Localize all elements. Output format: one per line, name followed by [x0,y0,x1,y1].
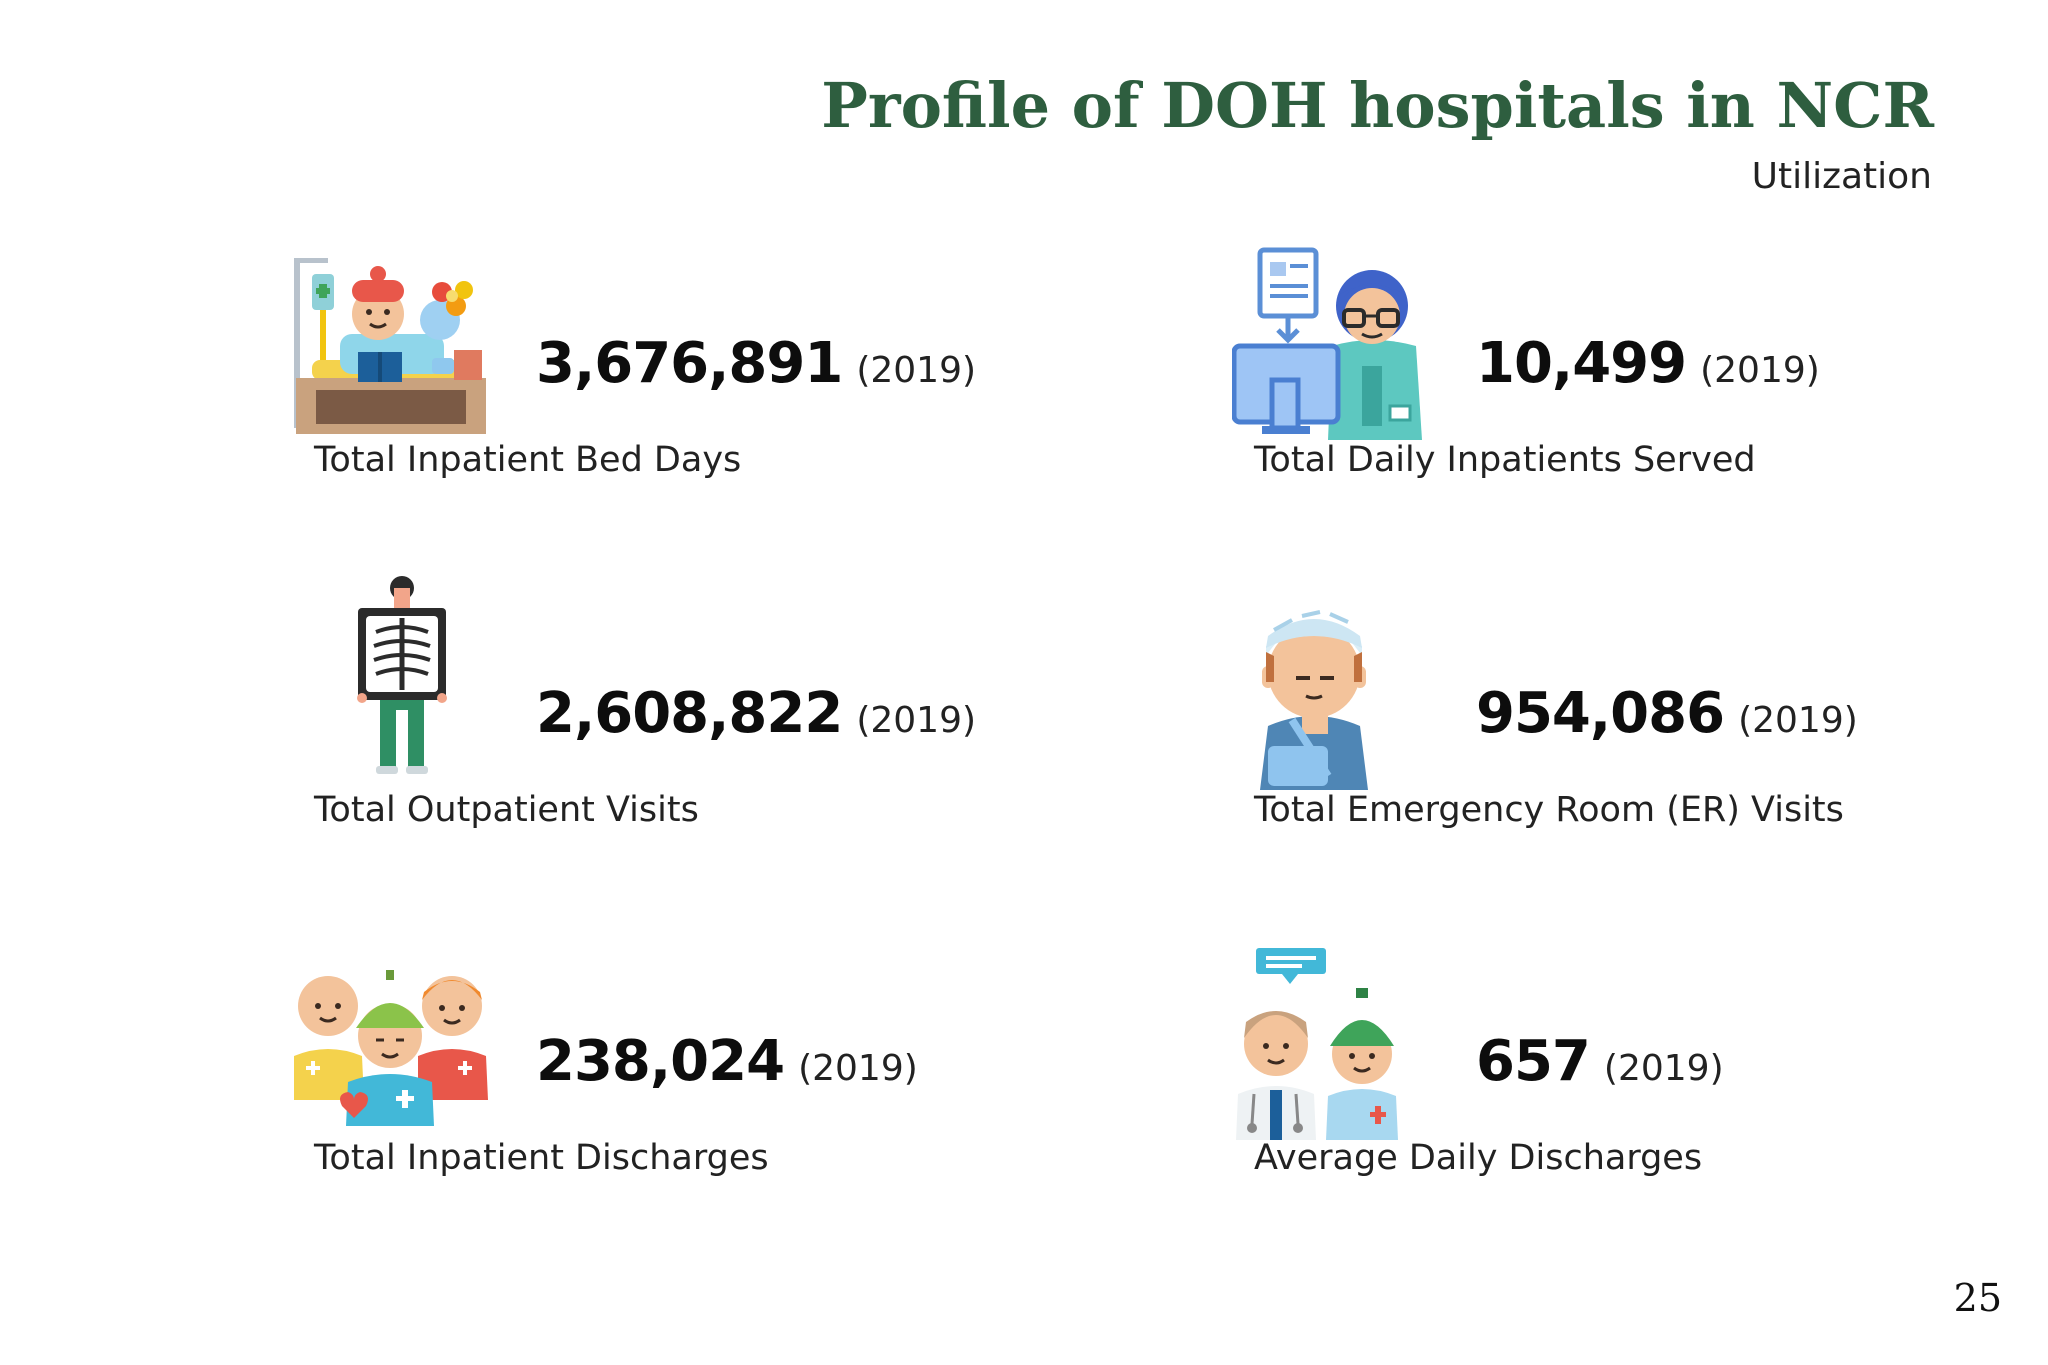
stat-value: 657 (2019) [1476,1029,1724,1094]
stat-year: (2019) [856,700,977,741]
stat-year: (2019) [1738,700,1858,741]
patient-group-icon [292,956,492,1126]
stat-value: 2,608,822 (2019) [536,681,977,746]
stat-year: (2019) [1700,350,1820,391]
stat-year: (2019) [1603,1048,1724,1089]
stat-label: Total Inpatient Discharges [314,1138,769,1178]
stat-year: (2019) [798,1048,918,1089]
stat-label: Total Daily Inpatients Served [1254,440,1756,480]
stat-value: 954,086 (2019) [1476,681,1858,746]
patient-in-bed-icon [292,250,492,440]
stat-label: Average Daily Discharges [1254,1138,1703,1178]
stat-value: 10,499 (2019) [1476,331,1820,396]
stat-value: 238,024 (2019) [536,1029,918,1094]
page-number: 25 [1953,1276,2002,1320]
x-ray-patient-icon [292,576,492,776]
nurse-at-computer-icon [1232,246,1432,440]
stat-label: Total Inpatient Bed Days [314,440,742,480]
page-subtitle: Utilization [1751,156,1932,197]
stat-year: (2019) [856,350,977,391]
doctor-and-patient-icon [1232,944,1432,1144]
page-title: Profile of DOH hospitals in NCR [821,69,1934,142]
stat-label: Total Outpatient Visits [314,790,699,830]
injured-patient-icon [1232,596,1432,790]
stat-value: 3,676,891 (2019) [536,331,977,396]
stat-label: Total Emergency Room (ER) Visits [1254,790,1844,830]
